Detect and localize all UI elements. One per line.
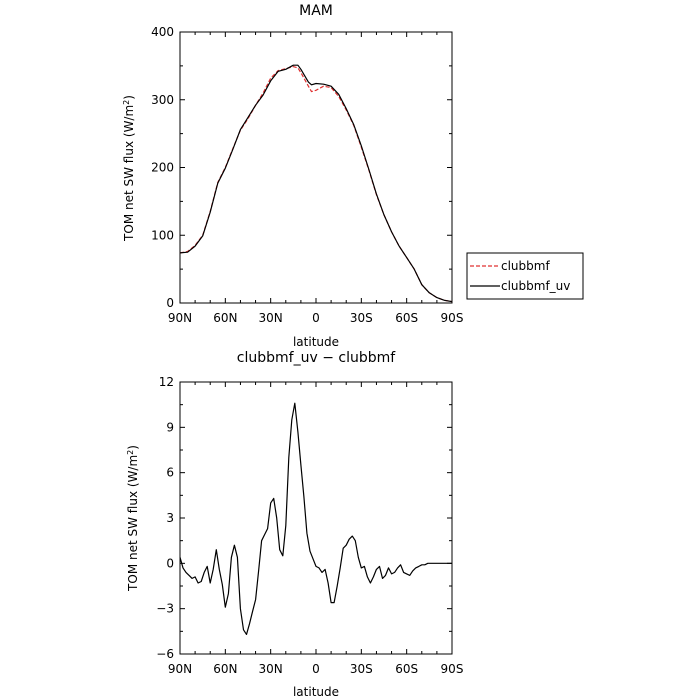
x-tick-label: 90S: [441, 662, 464, 676]
plot-frame: [179, 31, 453, 304]
y-tick-label: 0: [166, 556, 174, 570]
chart-title: clubbmf_uv − clubbmf: [237, 350, 396, 366]
y-axis-label: TOM net SW flux (W/m2): [122, 95, 137, 242]
x-tick-label: 30N: [259, 311, 283, 325]
x-tick-label: 0: [312, 311, 320, 325]
y-tick-label: 9: [166, 420, 174, 434]
legend-box: [466, 252, 584, 300]
y-tick-label: 6: [166, 466, 174, 480]
x-axis-label: latitude: [293, 685, 339, 699]
series-group: [179, 64, 453, 303]
series-line-difference: [179, 402, 452, 636]
plot-frame: [179, 381, 453, 655]
legend: clubbmf clubbmf_uv: [466, 252, 584, 300]
x-tick-label: 60N: [213, 311, 237, 325]
y-tick-label: −3: [156, 602, 174, 616]
y-tick-label: 300: [151, 93, 174, 107]
y-tick-label: 100: [151, 228, 174, 242]
y-axis-label-main: TOM net SW flux (W/m: [122, 105, 136, 242]
x-tick-label: 90N: [168, 311, 192, 325]
x-tick-label: 60S: [395, 311, 418, 325]
chart-title: MAM: [299, 3, 333, 19]
y-tick-label: −6: [156, 647, 174, 661]
legend-label-clubbmf-uv: clubbmf_uv: [501, 279, 570, 293]
y-tick-label: 200: [151, 161, 174, 175]
x-tick-label: 30N: [259, 662, 283, 676]
x-tick-label: 60N: [213, 662, 237, 676]
y-axis-label-sup: 2: [126, 450, 135, 455]
y-axis-label: TOM net SW flux (W/m2): [126, 445, 141, 592]
y-tick-label: 0: [166, 296, 174, 310]
series-line-clubbmf-uv: [179, 64, 453, 303]
y-tick-label: 400: [151, 25, 174, 39]
x-tick-label: 30S: [350, 311, 373, 325]
y-axis-label-sup: 2: [122, 100, 131, 105]
panel-bottom: clubbmf_uv − clubbmf 90N 60N 30N 0 30S 60S 90S…: [126, 350, 464, 699]
x-tick-label: 30S: [350, 662, 373, 676]
y-axis-label-close: ): [126, 445, 140, 450]
series-line-clubbmf: [179, 65, 453, 303]
tick-group: 90N 60N 30N 0 30S 60S 90S −6 −3 0 3 6 9 12: [156, 375, 463, 676]
y-axis-label-main: TOM net SW flux (W/m: [126, 455, 140, 592]
x-tick-label: 0: [312, 662, 320, 676]
x-axis-label: latitude: [293, 335, 339, 349]
y-axis-label-close: ): [122, 95, 136, 100]
y-tick-label: 3: [166, 511, 174, 525]
x-tick-label: 60S: [395, 662, 418, 676]
legend-label-clubbmf: clubbmf: [501, 259, 550, 273]
series-group: [179, 402, 452, 636]
y-tick-label: 12: [159, 375, 174, 389]
tick-group: 90N 60N 30N 0 30S 60S 90S 0 100 200 300 400: [151, 25, 463, 325]
panel-top: MAM 90N 60N 30N 0 30S 60S 90S 0 100 200 300 400 lat…: [122, 3, 584, 349]
x-tick-label: 90N: [168, 662, 192, 676]
x-tick-label: 90S: [441, 311, 464, 325]
